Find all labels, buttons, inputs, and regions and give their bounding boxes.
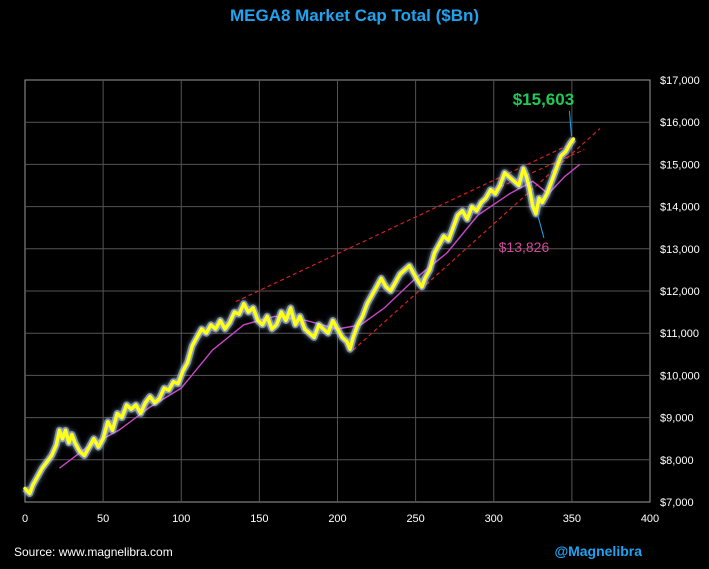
chart-title: MEGA8 Market Cap Total ($Bn) bbox=[229, 6, 480, 25]
high-leader-line bbox=[568, 110, 572, 136]
high-value-label: $15,603 bbox=[513, 90, 574, 109]
annotations: $15,603 $13,826 bbox=[499, 90, 575, 255]
x-tick-label: 50 bbox=[97, 513, 109, 525]
y-tick-label: $9,000 bbox=[660, 413, 694, 425]
y-tick-label: $11,000 bbox=[660, 328, 699, 340]
author-handle: @Magnelibra bbox=[554, 543, 642, 559]
x-tick-label: 200 bbox=[328, 513, 346, 525]
source-note: Source: www.magnelibra.com bbox=[14, 545, 173, 559]
x-tick-label: 250 bbox=[406, 513, 424, 525]
low-leader-line bbox=[537, 215, 545, 239]
y-tick-label: $7,000 bbox=[660, 497, 694, 509]
x-tick-label: 150 bbox=[250, 513, 268, 525]
x-tick-label: 350 bbox=[563, 513, 581, 525]
x-tick-label: 400 bbox=[641, 513, 659, 525]
x-tick-label: 300 bbox=[485, 513, 503, 525]
y-tick-labels: $7,000 $8,000 $9,000 $10,000 $11,000 $12,000 $… bbox=[660, 75, 700, 509]
y-tick-label: $8,000 bbox=[660, 455, 694, 467]
y-tick-label: $15,000 bbox=[660, 159, 700, 171]
y-tick-label: $10,000 bbox=[660, 370, 700, 382]
trend-line bbox=[493, 149, 585, 191]
y-tick-label: $14,000 bbox=[660, 202, 700, 214]
x-tick-label: 100 bbox=[172, 513, 190, 525]
x-tick-label: 0 bbox=[22, 513, 28, 525]
market-cap-series-line bbox=[22, 136, 577, 498]
series-path bbox=[23, 137, 576, 496]
y-tick-label: $13,000 bbox=[660, 244, 700, 256]
low-value-label: $13,826 bbox=[499, 239, 550, 255]
y-tick-label: $17,000 bbox=[660, 75, 700, 87]
x-tick-labels: 0 50 100 150 200 250 300 350 400 bbox=[22, 513, 659, 525]
y-tick-label: $12,000 bbox=[660, 286, 700, 298]
y-tick-label: $16,000 bbox=[660, 117, 700, 129]
